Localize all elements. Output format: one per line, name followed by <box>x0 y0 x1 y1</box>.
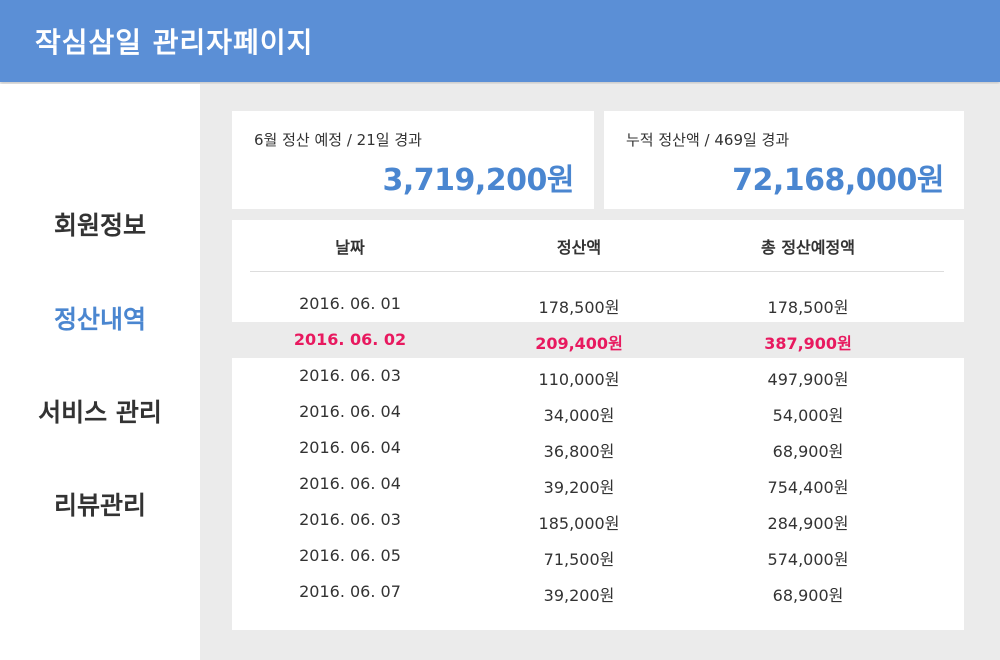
column-header-amount: 정산액 <box>556 238 602 257</box>
total-cell: 178,500원 <box>767 298 849 317</box>
table-row[interactable]: 2016. 06. 04 34,000원 54,000원 <box>232 394 964 430</box>
total-cell: 754,400원 <box>767 478 849 497</box>
sidebar: 회원정보 정산내역 서비스 관리 리뷰관리 <box>0 84 200 660</box>
sidebar-item-service-management[interactable]: 서비스 관리 <box>38 398 162 427</box>
table-row[interactable]: 2016. 06. 04 36,800원 68,900원 <box>232 430 964 466</box>
amount-cell: 39,200원 <box>543 478 615 497</box>
column-header-date: 날짜 <box>335 238 365 257</box>
app-title: 작심삼일 관리자페이지 <box>35 26 314 59</box>
date-cell: 2016. 06. 03 <box>299 510 401 529</box>
amount-cell: 110,000원 <box>538 370 620 389</box>
total-cell: 54,000원 <box>772 406 844 425</box>
table-row[interactable]: 2016. 06. 04 39,200원 754,400원 <box>232 466 964 502</box>
date-cell: 2016. 06. 03 <box>299 366 401 385</box>
total-cell: 574,000원 <box>767 550 849 569</box>
main-content: 6월 정산 예정 / 21일 경과 3,719,200원 누적 정산액 / 46… <box>200 84 1000 660</box>
column-header-total: 총 정산예정액 <box>761 238 855 257</box>
date-cell: 2016. 06. 04 <box>299 474 401 493</box>
sidebar-item-member-info[interactable]: 회원정보 <box>53 211 146 240</box>
amount-cell: 36,800원 <box>543 442 615 461</box>
table-row[interactable]: 2016. 06. 03 110,000원 497,900원 <box>232 358 964 394</box>
monthly-settlement-label: 6월 정산 예정 / 21일 경과 <box>254 131 422 149</box>
monthly-settlement-value: 3,719,200원 <box>382 163 574 198</box>
cumulative-settlement-card: 누적 정산액 / 469일 경과 72,168,000원 <box>604 111 964 209</box>
date-cell: 2016. 06. 05 <box>299 546 401 565</box>
total-cell: 284,900원 <box>767 514 849 533</box>
amount-cell: 185,000원 <box>538 514 620 533</box>
table-row[interactable]: 2016. 06. 03 185,000원 284,900원 <box>232 502 964 538</box>
settlement-table: 날짜 정산액 총 정산예정액 2016. 06. 01 178,500원 178,5… <box>232 220 964 630</box>
total-cell: 68,900원 <box>772 586 844 605</box>
table-header: 날짜 정산액 총 정산예정액 <box>250 220 944 272</box>
sidebar-item-settlement-history[interactable]: 정산내역 <box>53 305 146 334</box>
table-row[interactable]: 2016. 06. 07 39,200원 68,900원 <box>232 574 964 610</box>
amount-cell: 209,400원 <box>535 334 623 353</box>
amount-cell: 178,500원 <box>538 298 620 317</box>
date-cell: 2016. 06. 02 <box>293 330 407 349</box>
amount-cell: 34,000원 <box>543 406 615 425</box>
table-row[interactable]: 2016. 06. 05 71,500원 574,000원 <box>232 538 964 574</box>
date-cell: 2016. 06. 04 <box>299 438 401 457</box>
monthly-settlement-card: 6월 정산 예정 / 21일 경과 3,719,200원 <box>232 111 594 209</box>
amount-cell: 39,200원 <box>543 586 615 605</box>
total-cell: 68,900원 <box>772 442 844 461</box>
app-header: 작심삼일 관리자페이지 <box>0 0 1000 82</box>
cumulative-settlement-value: 72,168,000원 <box>732 163 944 198</box>
date-cell: 2016. 06. 07 <box>299 582 401 601</box>
amount-cell: 71,500원 <box>543 550 615 569</box>
date-cell: 2016. 06. 01 <box>299 294 401 313</box>
total-cell: 497,900원 <box>767 370 849 389</box>
table-row-highlighted[interactable]: 2016. 06. 02 209,400원 387,900원 <box>232 322 964 358</box>
total-cell: 387,900원 <box>764 334 852 353</box>
sidebar-item-review-management[interactable]: 리뷰관리 <box>53 491 146 520</box>
date-cell: 2016. 06. 04 <box>299 402 401 421</box>
table-row[interactable]: 2016. 06. 01 178,500원 178,500원 <box>232 286 964 322</box>
cumulative-settlement-label: 누적 정산액 / 469일 경과 <box>626 131 790 149</box>
